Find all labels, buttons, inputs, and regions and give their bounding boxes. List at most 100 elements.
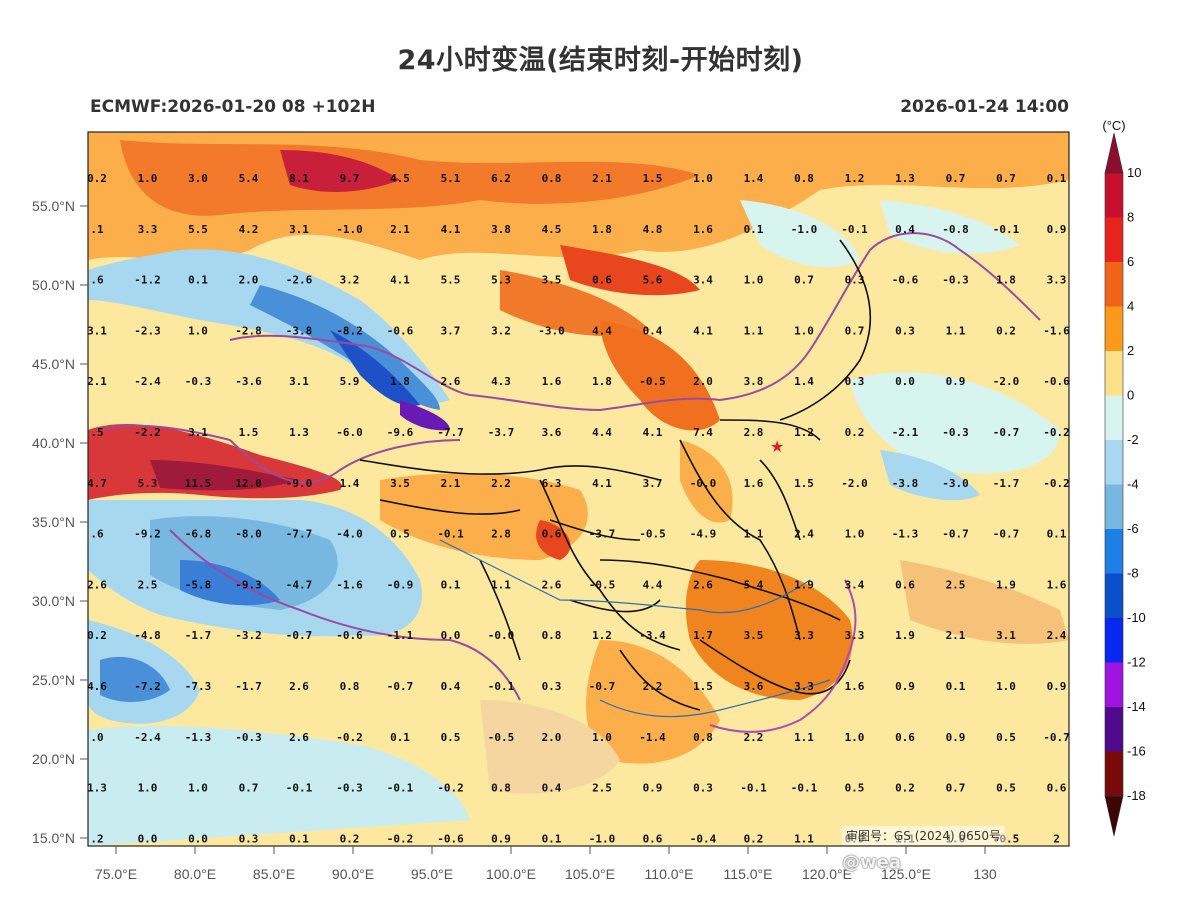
- grid-value-label: -4.0: [336, 528, 363, 541]
- grid-value-label: 1.2: [794, 426, 814, 439]
- grid-value-label: -0.9: [387, 578, 414, 591]
- grid-value-label: 1.0: [744, 274, 764, 287]
- colorbar-segment: [1105, 618, 1123, 663]
- grid-value-label: 6.3: [542, 477, 562, 490]
- grid-value-label: -0.1: [841, 223, 868, 236]
- grid-value-label: 2.0: [542, 731, 562, 744]
- grid-value-label: 4.4: [592, 324, 612, 337]
- grid-value-label: 2.4: [1047, 629, 1067, 642]
- grid-value-label: 1.0: [845, 731, 865, 744]
- grid-value-label: 0.2: [845, 426, 865, 439]
- grid-value-label: 0.5: [996, 731, 1016, 744]
- grid-value-label: 0.9: [946, 375, 966, 388]
- grid-value-label: -1.3: [892, 528, 919, 541]
- lon-tick-label: 95.0°E: [411, 866, 453, 882]
- grid-value-label: -0.1: [286, 782, 313, 795]
- grid-value-label: .1: [90, 223, 104, 236]
- grid-value-label: 5.1: [441, 172, 461, 185]
- grid-value-label: 3.0: [188, 172, 208, 185]
- grid-value-label: 2.8: [491, 528, 511, 541]
- grid-value-label: -0.5: [639, 528, 666, 541]
- lon-tick-label: 125.0°E: [881, 866, 931, 882]
- colorbar-level-label: -10: [1127, 610, 1146, 625]
- grid-value-label: -2.0: [841, 477, 868, 490]
- grid-value-label: 0.1: [188, 274, 208, 287]
- grid-value-label: 1.1: [744, 324, 764, 337]
- grid-value-label: 0.5: [996, 782, 1016, 795]
- grid-value-label: 0.3: [693, 782, 713, 795]
- grid-value-label: 4.2: [239, 223, 259, 236]
- grid-value-label: -1.0: [336, 223, 363, 236]
- grid-value-label: -1.0: [589, 832, 616, 845]
- grid-value-label: -7.3: [185, 680, 212, 693]
- grid-value-label: 0.2: [87, 629, 107, 642]
- grid-value-label: -8.2: [336, 324, 363, 337]
- longitude-axis: 75.0°E 80.0°E 85.0°E 90.0°E 95.0°E 100.0°E 105…: [95, 846, 997, 882]
- lat-tick-label: 25.0°N: [32, 672, 75, 688]
- grid-value-label: 1.1: [794, 731, 814, 744]
- grid-value-label: -0.1: [488, 680, 515, 693]
- grid-value-label: 1.9: [794, 578, 814, 591]
- grid-value-label: -1.4: [639, 731, 666, 744]
- colorbar-segment: [1105, 395, 1123, 440]
- grid-value-label: 2.6: [441, 375, 461, 388]
- grid-value-label: -2.2: [134, 426, 161, 439]
- grid-value-label: 0.8: [542, 172, 562, 185]
- grid-value-label: 1.0: [592, 731, 612, 744]
- grid-value-label: 1.8: [592, 223, 612, 236]
- grid-value-label: 3.2: [340, 274, 360, 287]
- grid-value-label: -1.6: [1043, 324, 1070, 337]
- colorbar-level-label: -4: [1127, 477, 1139, 492]
- grid-value-label: 0.8: [340, 680, 360, 693]
- grid-value-label: 4.6: [87, 680, 107, 693]
- grid-value-label: 1.8: [996, 274, 1016, 287]
- grid-value-label: .0: [90, 731, 103, 744]
- grid-value-label: -1.3: [185, 731, 212, 744]
- grid-value-label: 3.6: [542, 426, 562, 439]
- grid-value-label: 3.1: [87, 324, 107, 337]
- grid-value-label: -0.3: [185, 375, 212, 388]
- grid-value-label: 2.5: [946, 578, 966, 591]
- colorbar-unit: (°C): [1102, 118, 1125, 133]
- grid-value-label: 0.3: [845, 274, 865, 287]
- grid-value-label: 2.6: [693, 578, 713, 591]
- colorbar-segment: [1105, 751, 1123, 796]
- grid-value-label: -0.2: [336, 731, 363, 744]
- grid-value-label: 2.1: [441, 477, 461, 490]
- grid-value-label: 1.2: [592, 629, 612, 642]
- grid-value-label: 5.4: [744, 578, 764, 591]
- grid-value-label: 0.9: [1047, 680, 1067, 693]
- grid-value-label: 3.4: [693, 274, 713, 287]
- grid-value-label: 0.7: [845, 324, 865, 337]
- grid-value-label: 0.9: [895, 680, 915, 693]
- grid-value-label: 2.0: [693, 375, 713, 388]
- colorbar-level-label: 6: [1127, 254, 1134, 269]
- grid-value-label: 1.1: [491, 578, 511, 591]
- grid-value-label: 0.2: [895, 782, 915, 795]
- grid-value-label: 5.5: [188, 223, 208, 236]
- grid-value-label: 3.5: [390, 477, 410, 490]
- grid-value-label: -0.2: [1043, 477, 1070, 490]
- grid-value-label: 0.1: [1047, 528, 1067, 541]
- grid-value-label: 0.7: [946, 782, 966, 795]
- grid-value-label: 1.6: [845, 680, 865, 693]
- grid-value-label: -0.5: [488, 731, 515, 744]
- grid-value-label: 1.0: [188, 324, 208, 337]
- grid-value-label: 0.9: [946, 731, 966, 744]
- grid-value-label: 0.1: [744, 223, 764, 236]
- grid-value-label: 0.9: [1047, 223, 1067, 236]
- grid-value-label: 2: [1053, 832, 1060, 845]
- grid-value-label: -0.1: [993, 223, 1020, 236]
- grid-value-label: 5.5: [441, 274, 461, 287]
- grid-value-label: -3.2: [235, 629, 262, 642]
- grid-value-label: 1.4: [340, 477, 360, 490]
- grid-value-label: 0.3: [895, 324, 915, 337]
- grid-value-label: 0.1: [390, 731, 410, 744]
- lon-tick-label: 110.0°E: [645, 866, 694, 882]
- grid-value-label: 2.0: [239, 274, 259, 287]
- grid-value-label: 4.4: [643, 578, 663, 591]
- grid-value-label: 3.3: [794, 629, 814, 642]
- grid-value-label: 2.1: [592, 172, 612, 185]
- lon-tick-label: 105.0°E: [565, 866, 615, 882]
